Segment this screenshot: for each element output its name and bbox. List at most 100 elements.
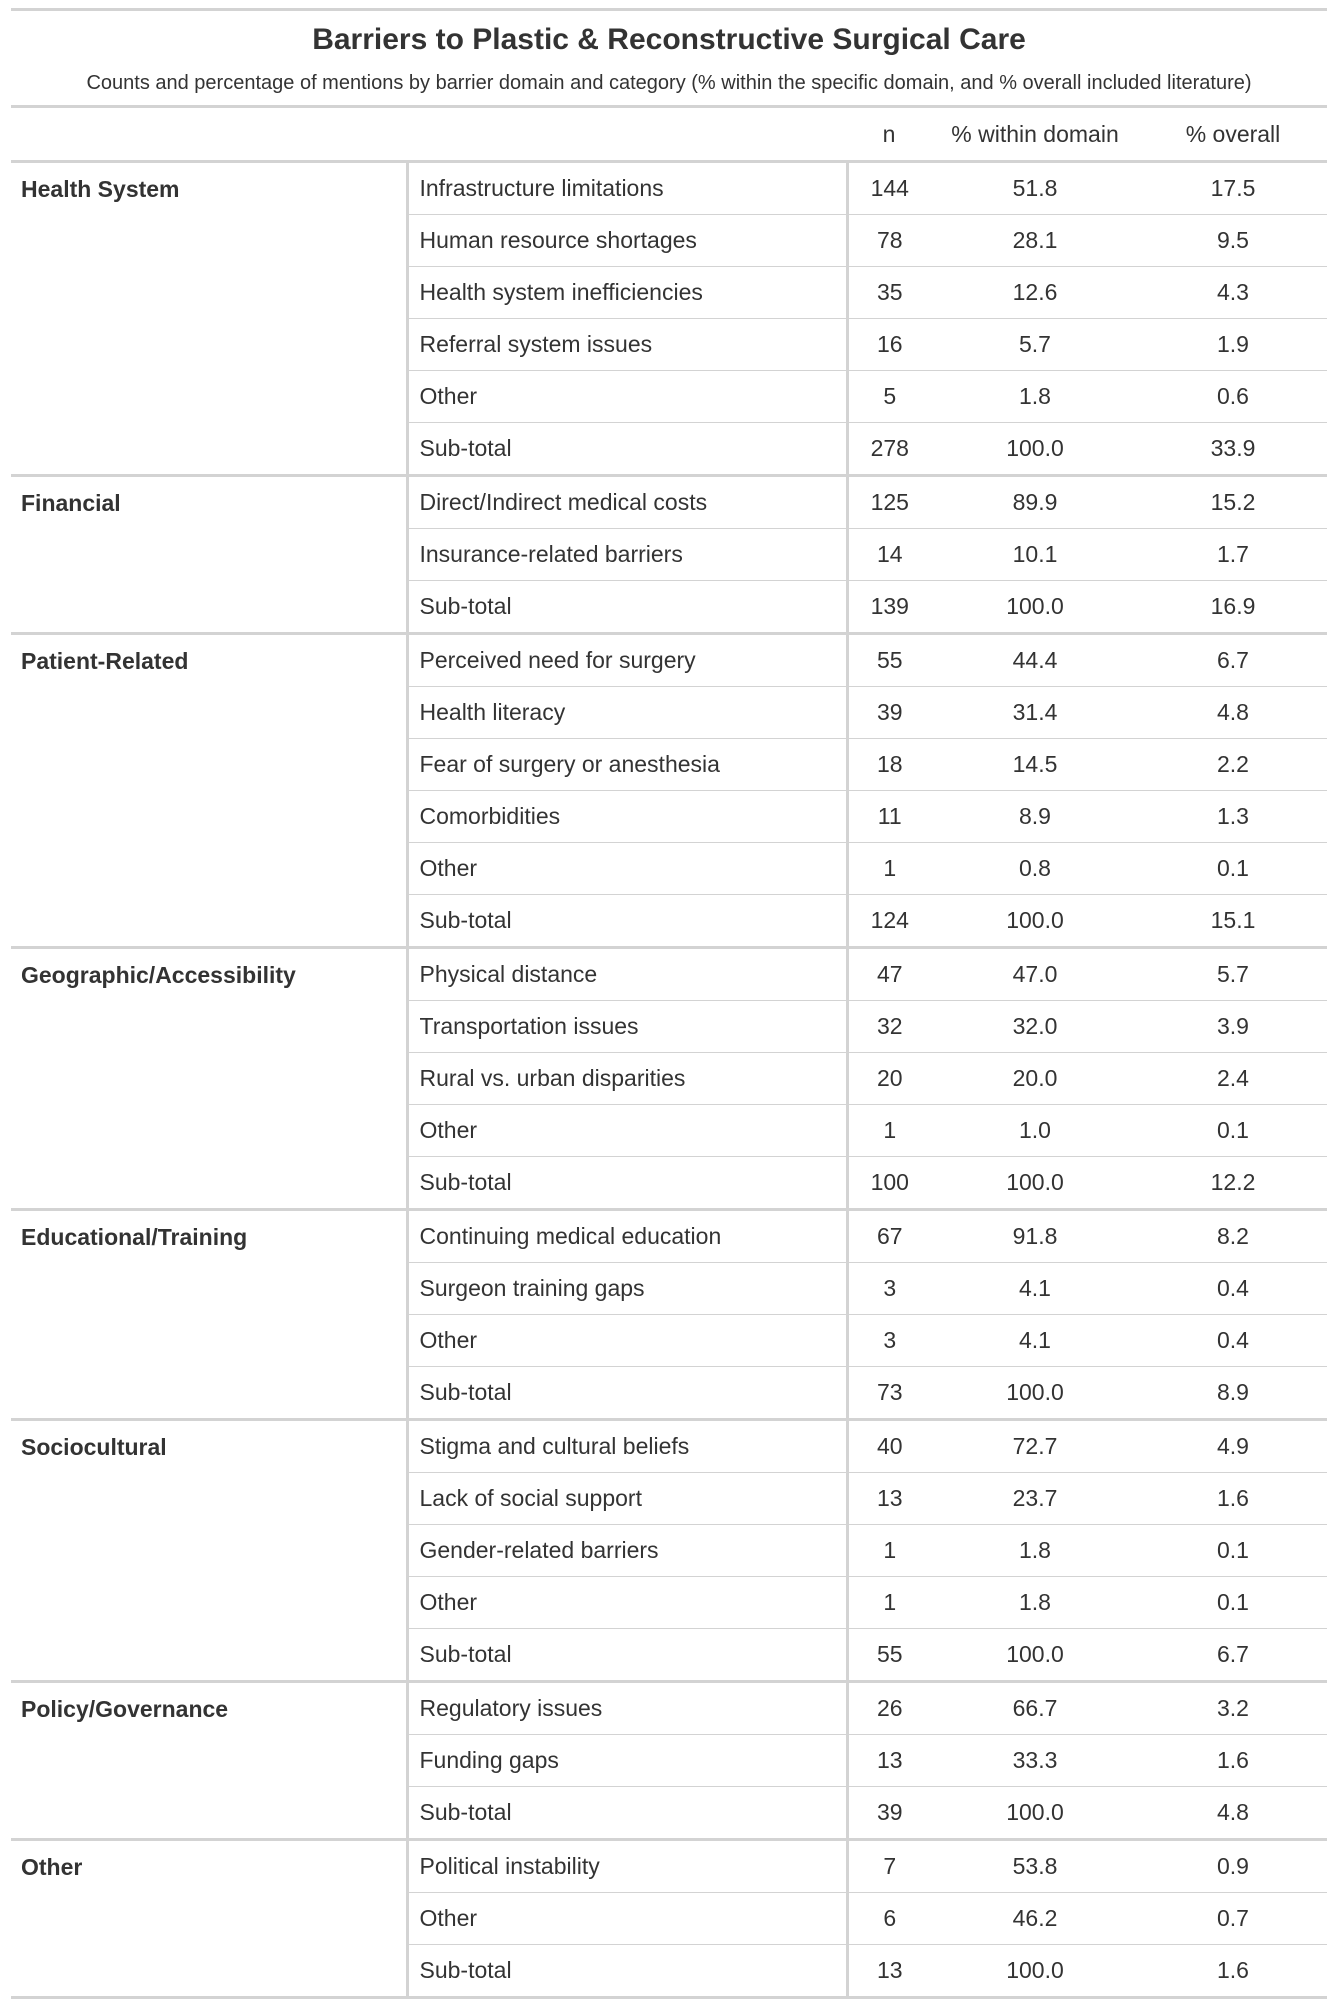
barriers-table: n % within domain % overall Health Syste… (11, 108, 1327, 1999)
table-row: Human resource shortages 78 28.1 9.5 (11, 214, 1327, 267)
pct-overall-cell: 8.9 (1139, 1366, 1327, 1421)
table-row: Gender-related barriers 1 1.8 0.1 (11, 1524, 1327, 1577)
subtotal-row: Sub-total 124 100.0 15.1 (11, 894, 1327, 949)
category-cell: Sub-total (407, 422, 849, 477)
pct-within-domain-cell: 4.1 (931, 1262, 1139, 1315)
table-row: Financial Direct/Indirect medical costs 12… (11, 475, 1327, 635)
pct-within-domain-cell: 66.7 (931, 1681, 1139, 1735)
pct-overall-cell: 33.9 (1139, 422, 1327, 477)
pct-within-domain-cell: 10.1 (931, 528, 1139, 581)
category-cell: Human resource shortages (407, 214, 849, 267)
pct-overall-cell: 17.5 (1139, 161, 1327, 215)
pct-overall-cell: 4.8 (1139, 1786, 1327, 1841)
domain-cell: Health System (11, 161, 409, 477)
category-cell: Lack of social support (407, 1472, 849, 1525)
pct-within-domain-cell: 8.9 (931, 790, 1139, 843)
category-cell: Regulatory issues (407, 1681, 849, 1735)
n-cell: 11 (847, 790, 931, 843)
pct-overall-cell: 12.2 (1139, 1156, 1327, 1211)
table-row: Other 1 1.8 0.1 (11, 1576, 1327, 1629)
subtotal-row: Sub-total 39 100.0 4.8 (11, 1786, 1327, 1841)
category-cell: Sub-total (407, 1156, 849, 1211)
pct-within-domain-cell: 1.8 (931, 370, 1139, 423)
n-cell: 18 (847, 738, 931, 791)
pct-within-domain-cell: 89.9 (931, 475, 1139, 529)
subtotal-row: Sub-total 139 100.0 16.9 (11, 580, 1327, 635)
table-container: Barriers to Plastic & Reconstructive Sur… (11, 8, 1327, 1999)
category-cell: Continuing medical education (407, 1209, 849, 1263)
pct-overall-cell: 4.8 (1139, 686, 1327, 739)
n-cell: 47 (847, 947, 931, 1001)
table-row: Referral system issues 16 5.7 1.9 (11, 318, 1327, 371)
pct-within-domain-cell: 14.5 (931, 738, 1139, 791)
pct-overall-cell: 0.4 (1139, 1314, 1327, 1367)
table-row: Policy/Governance Regulatory issues 26 66.7… (11, 1681, 1327, 1841)
pct-within-domain-cell: 1.8 (931, 1524, 1139, 1577)
pct-overall-cell: 2.2 (1139, 738, 1327, 791)
pct-within-domain-cell: 5.7 (931, 318, 1139, 371)
pct-overall-cell: 1.6 (1139, 1944, 1327, 1999)
n-cell: 35 (847, 266, 931, 319)
category-cell: Insurance-related barriers (407, 528, 849, 581)
n-cell: 14 (847, 528, 931, 581)
table-row: Health system inefficiencies 35 12.6 4.3 (11, 266, 1327, 319)
table-row: Other 1 1.0 0.1 (11, 1104, 1327, 1157)
pct-within-domain-cell: 100.0 (931, 1628, 1139, 1683)
category-cell: Sub-total (407, 1944, 849, 1999)
category-cell: Stigma and cultural beliefs (407, 1419, 849, 1473)
pct-overall-cell: 2.4 (1139, 1052, 1327, 1105)
n-cell: 100 (847, 1156, 931, 1211)
header-row: n % within domain % overall (11, 108, 1327, 163)
n-cell: 55 (847, 633, 931, 687)
subtotal-row: Sub-total 278 100.0 33.9 (11, 422, 1327, 477)
domain-cell: Educational/Training (11, 1209, 409, 1421)
pct-overall-cell: 1.6 (1139, 1472, 1327, 1525)
pct-within-domain-cell: 91.8 (931, 1209, 1139, 1263)
pct-within-domain-cell: 44.4 (931, 633, 1139, 687)
pct-within-domain-cell: 72.7 (931, 1419, 1139, 1473)
category-cell: Direct/Indirect medical costs (407, 475, 849, 529)
pct-within-domain-cell: 28.1 (931, 214, 1139, 267)
category-cell: Rural vs. urban disparities (407, 1052, 849, 1105)
domain-cell: Geographic/Accessibility (11, 947, 409, 1211)
pct-within-domain-cell: 47.0 (931, 947, 1139, 1001)
pct-overall-cell: 0.7 (1139, 1892, 1327, 1945)
table-row: Other Political instability 7 53.8 0.9 (11, 1839, 1327, 1999)
table-subtitle: Counts and percentage of mentions by bar… (11, 63, 1327, 108)
n-cell: 16 (847, 318, 931, 371)
n-cell: 40 (847, 1419, 931, 1473)
pct-overall-cell: 1.7 (1139, 528, 1327, 581)
category-cell: Transportation issues (407, 1000, 849, 1053)
n-cell: 7 (847, 1839, 931, 1893)
pct-overall-cell: 15.1 (1139, 894, 1327, 949)
pct-overall-cell: 0.1 (1139, 1104, 1327, 1157)
category-cell: Fear of surgery or anesthesia (407, 738, 849, 791)
table-body: Health System Infrastructure limitations 1… (11, 161, 1327, 1999)
category-cell: Physical distance (407, 947, 849, 1001)
subtotal-row: Sub-total 13 100.0 1.6 (11, 1944, 1327, 1999)
pct-overall-cell: 0.6 (1139, 370, 1327, 423)
category-cell: Perceived need for surgery (407, 633, 849, 687)
pct-within-domain-cell: 12.6 (931, 266, 1139, 319)
pct-within-domain-cell: 32.0 (931, 1000, 1139, 1053)
table-row: Other 5 1.8 0.6 (11, 370, 1327, 423)
pct-within-domain-cell: 100.0 (931, 422, 1139, 477)
category-cell: Other (407, 1576, 849, 1629)
pct-overall-cell: 4.9 (1139, 1419, 1327, 1473)
n-cell: 1 (847, 1524, 931, 1577)
category-cell: Other (407, 842, 849, 895)
n-cell: 13 (847, 1944, 931, 1999)
n-cell: 13 (847, 1472, 931, 1525)
n-cell: 124 (847, 894, 931, 949)
category-cell: Other (407, 1104, 849, 1157)
category-cell: Sub-total (407, 580, 849, 635)
n-cell: 1 (847, 1104, 931, 1157)
n-cell: 278 (847, 422, 931, 477)
pct-within-domain-cell: 100.0 (931, 580, 1139, 635)
n-cell: 78 (847, 214, 931, 267)
category-cell: Sub-total (407, 1628, 849, 1683)
n-cell: 13 (847, 1734, 931, 1787)
pct-overall-cell: 0.1 (1139, 1524, 1327, 1577)
pct-overall-cell: 5.7 (1139, 947, 1327, 1001)
pct-overall-cell: 8.2 (1139, 1209, 1327, 1263)
